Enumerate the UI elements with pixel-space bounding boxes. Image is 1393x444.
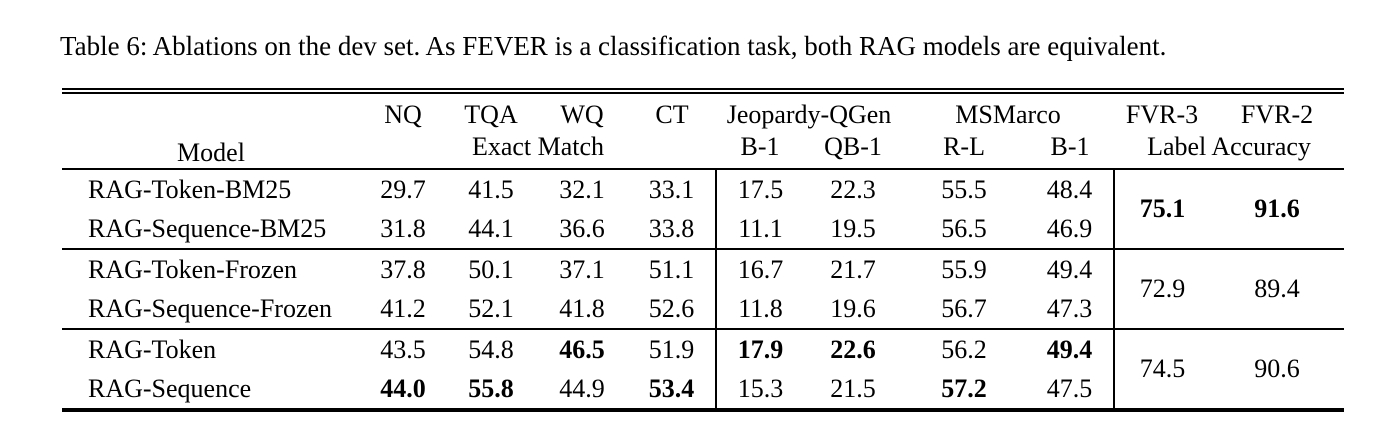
cell-msmarco-b1: 47.3: [1026, 289, 1116, 329]
cell-msmarco-rl: 55.9: [941, 254, 987, 284]
cell-jeopardy-qb1: 21.5: [830, 373, 876, 403]
cell-model: RAG-Sequence-Frozen: [88, 293, 333, 323]
subheader-jeopardy-b1: B-1: [740, 132, 780, 161]
cell-wq: 37.1: [559, 254, 605, 284]
cell-wq: 32.1: [559, 174, 605, 204]
cell-nq: 29.7: [380, 174, 426, 204]
block-full: RAG-Token 43.5 54.8 46.5 51.9 17.9 22.6 …: [62, 329, 1345, 410]
cell-nq: 44.0: [380, 373, 426, 403]
cell-msmarco-b1: 46.9: [1026, 209, 1116, 249]
col-header-tqa: TQA: [464, 100, 518, 129]
cell-tqa: 41.5: [468, 174, 514, 204]
cell-ct: 53.4: [628, 369, 717, 410]
cell-tqa: 44.1: [468, 213, 514, 243]
col-header-ct: CT: [655, 100, 689, 129]
cell-msmarco-b1: 49.4: [1026, 329, 1116, 369]
cell-model: RAG-Token-BM25: [88, 174, 292, 204]
cell-fvr2: 89.4: [1254, 274, 1300, 303]
cell-ct: 51.9: [628, 329, 717, 369]
table-row: RAG-Token 43.5 54.8 46.5 51.9 17.9 22.6 …: [62, 329, 1344, 383]
cell-model: RAG-Token-Frozen: [88, 254, 298, 284]
table-row: RAG-Token-BM25 29.7 41.5 32.1 33.1 17.5 …: [62, 169, 1344, 223]
cell-jeopardy-b1: 11.8: [738, 293, 783, 323]
cell-msmarco-b1: 48.4: [1026, 169, 1116, 209]
block-bm25: RAG-Token-BM25 29.7 41.5 32.1 33.1 17.5 …: [62, 169, 1344, 249]
cell-msmarco-b1: 47.5: [1026, 369, 1116, 410]
cell-jeopardy-b1: 17.9: [737, 334, 784, 364]
cell-model: RAG-Sequence-BM25: [88, 213, 327, 243]
subheader-exact-match: Exact Match: [471, 132, 605, 161]
cell-msmarco-rl: 57.2: [941, 373, 987, 403]
table-row: RAG-Sequence-Frozen 41.2 52.1 41.8 52.6 …: [62, 289, 1344, 329]
subheader-msmarco-rl: R-L: [943, 132, 985, 161]
cell-ct: 33.1: [628, 169, 717, 209]
cell-model: RAG-Sequence: [88, 373, 252, 403]
cell-msmarco-rl: 56.5: [941, 213, 987, 243]
subheader-msmarco-b1: B-1: [1050, 132, 1090, 161]
cell-tqa: 55.8: [468, 373, 514, 403]
table-caption: Table 6: Ablations on the dev set. As FE…: [60, 31, 1167, 61]
cell-fvr3: 72.9: [1139, 274, 1186, 303]
cell-jeopardy-qb1: 19.6: [830, 293, 876, 323]
cell-nq: 41.2: [380, 293, 426, 323]
cell-jeopardy-qb1: 22.6: [830, 334, 876, 364]
table-row: RAG-Sequence-BM25 31.8 44.1 36.6 33.8 11…: [62, 209, 1344, 249]
cell-ct: 33.8: [628, 209, 717, 249]
cell-tqa: 50.1: [468, 254, 514, 284]
cell-ct: 51.1: [628, 249, 717, 289]
cell-jeopardy-b1: 17.5: [737, 174, 784, 204]
cell-jeopardy-qb1: 22.3: [830, 174, 876, 204]
cell-nq: 43.5: [380, 334, 426, 364]
col-header-fvr2: FVR-2: [1240, 100, 1314, 129]
table-row: RAG-Sequence 44.0 55.8 44.9 53.4 15.3 21…: [62, 369, 1344, 410]
col-header-fvr3: FVR-3: [1125, 100, 1199, 129]
table-row: RAG-Token-Frozen 37.8 50.1 37.1 51.1 16.…: [62, 249, 1344, 303]
cell-jeopardy-b1: 11.1: [738, 213, 783, 243]
table-header: Model NQ TQA WQ CT Jeopardy-QGen MSMarco…: [62, 91, 1345, 169]
col-header-model: Model: [177, 138, 245, 167]
cell-msmarco-rl: 56.2: [941, 334, 987, 364]
cell-fvr2: 90.6: [1254, 354, 1300, 383]
cell-msmarco-rl: 55.5: [941, 174, 987, 204]
cell-fvr3: 75.1: [1139, 194, 1186, 223]
cell-jeopardy-qb1: 21.7: [830, 254, 876, 284]
col-header-nq: NQ: [384, 100, 422, 129]
cell-msmarco-b1: 49.4: [1026, 249, 1116, 289]
cell-fvr2: 91.6: [1254, 194, 1300, 223]
ablations-results-table: Model NQ TQA WQ CT Jeopardy-QGen MSMarco…: [62, 88, 1345, 412]
cell-tqa: 52.1: [468, 293, 514, 323]
cell-wq: 36.6: [559, 213, 605, 243]
subheader-label-accuracy: Label Accuracy: [1147, 132, 1311, 161]
cell-nq: 31.8: [380, 213, 426, 243]
cell-ct: 52.6: [628, 289, 717, 329]
cell-fvr3: 74.5: [1139, 354, 1186, 383]
col-group-msmarco: MSMarco: [955, 100, 1061, 129]
cell-wq: 44.9: [559, 373, 605, 403]
subheader-jeopardy-qb1: QB-1: [824, 132, 882, 161]
cell-nq: 37.8: [380, 254, 426, 284]
cell-jeopardy-qb1: 19.5: [830, 213, 876, 243]
cell-jeopardy-b1: 16.7: [737, 254, 784, 284]
cell-wq: 41.8: [559, 293, 605, 323]
cell-wq: 46.5: [559, 334, 605, 364]
col-group-jeopardy-qgen: Jeopardy-QGen: [726, 100, 892, 129]
cell-tqa: 54.8: [468, 334, 514, 364]
cell-model: RAG-Token: [88, 334, 217, 364]
col-header-wq: WQ: [560, 100, 604, 129]
block-frozen: RAG-Token-Frozen 37.8 50.1 37.1 51.1 16.…: [62, 249, 1345, 329]
cell-msmarco-rl: 56.7: [941, 293, 987, 323]
cell-jeopardy-b1: 15.3: [737, 373, 784, 403]
